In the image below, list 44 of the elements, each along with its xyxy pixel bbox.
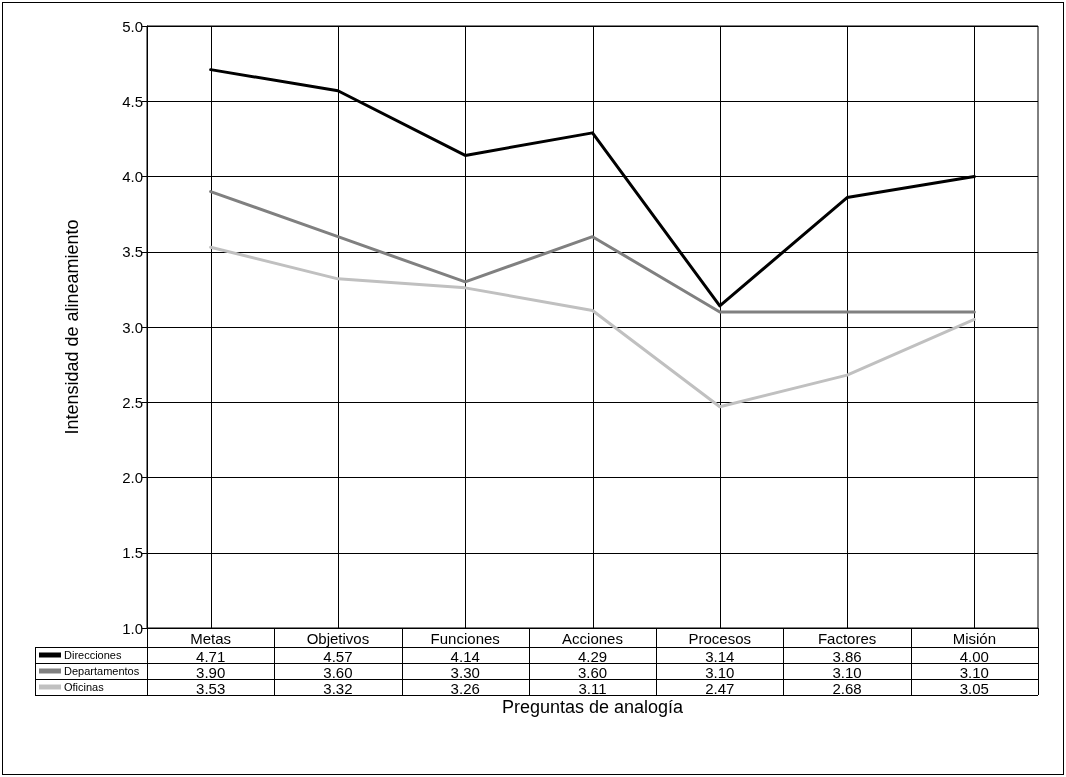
data-label: 3.10 [705,663,735,681]
data-label: 4.71 [196,647,226,665]
data-label: 3.86 [832,647,862,665]
y-tick-label: 5.0 [122,17,143,35]
y-tick-label: 1.5 [122,544,143,562]
data-label: 3.05 [959,679,989,697]
line-series [209,190,976,314]
x-axis-title: Preguntas de analogía [501,697,685,717]
y-tick-label: 1.0 [122,619,143,637]
x-tick-label: Factores [817,630,877,647]
y-tick-label: 3.5 [122,243,143,261]
data-label: 3.26 [450,679,480,697]
y-tick-label: 3.0 [122,318,143,336]
data-label: 3.30 [450,663,480,681]
legend-label: Departamentos [64,665,140,677]
y-tick-label: 2.5 [122,393,143,411]
line-series [209,245,976,409]
legend-label: Oficinas [64,681,105,693]
y-tick-label: 4.0 [122,168,143,185]
data-label: 3.60 [323,663,353,681]
x-tick-label: Funciones [430,630,500,647]
data-label: 3.90 [196,663,226,681]
x-tick-label: Acciones [562,630,623,647]
legend-label: Direcciones [64,649,122,661]
data-label: 3.14 [705,647,735,665]
y-tick-label: 2.0 [122,469,143,486]
data-label: 3.53 [196,679,226,697]
data-label: 3.10 [959,663,989,681]
data-label: 2.68 [832,679,862,697]
data-label: 3.10 [832,663,862,681]
data-label: 3.11 [578,679,607,697]
data-label: 3.32 [323,679,353,697]
x-tick-label: Objetivos [306,630,370,647]
data-label: 4.57 [323,647,353,665]
x-tick-label: Metas [190,630,232,647]
data-label: 3.60 [577,663,608,681]
data-label: 2.47 [705,679,735,697]
y-axis-title: Intensidad de alineamiento [62,219,82,435]
x-tick-label: Misión [952,630,997,647]
x-tick-label: Procesos [688,630,752,647]
y-tick-label: 4.5 [122,92,143,110]
data-label: 4.14 [450,647,480,665]
data-label: 4.00 [959,647,989,665]
data-label: 4.29 [577,647,608,665]
